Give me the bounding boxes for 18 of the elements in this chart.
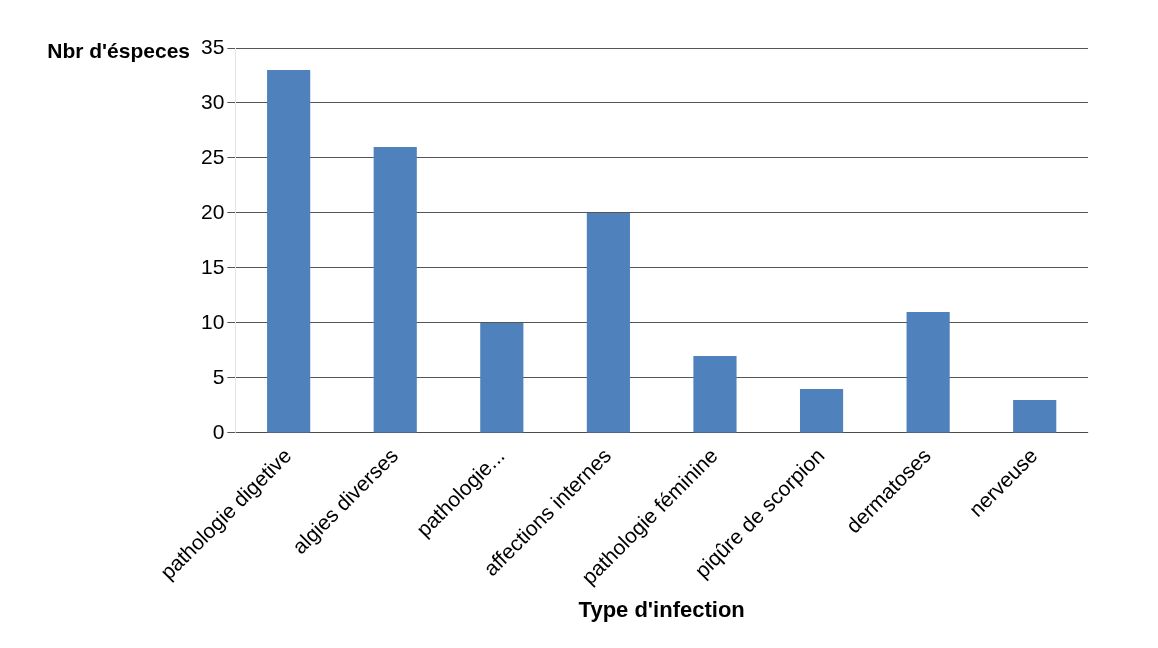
y-tick-label: 0 [212, 419, 225, 443]
bar [693, 356, 737, 433]
bar [799, 389, 844, 433]
y-tick-label: 35 [201, 34, 225, 58]
y-tick-label: 10 [201, 309, 225, 333]
y-tick-label: 30 [201, 89, 225, 113]
y-axis-title: Nbr d'éspeces [47, 38, 190, 62]
bar [1013, 400, 1057, 433]
y-tick-label: 5 [212, 364, 225, 388]
bar [586, 213, 630, 433]
x-axis-title: Type d'infection [578, 596, 745, 622]
y-tick-label: 25 [201, 144, 225, 168]
bar [373, 147, 417, 433]
bar [480, 323, 524, 433]
y-tick-label: 20 [201, 199, 225, 223]
bar [906, 312, 950, 433]
y-tick-label: 15 [201, 254, 225, 278]
bar [267, 70, 311, 433]
